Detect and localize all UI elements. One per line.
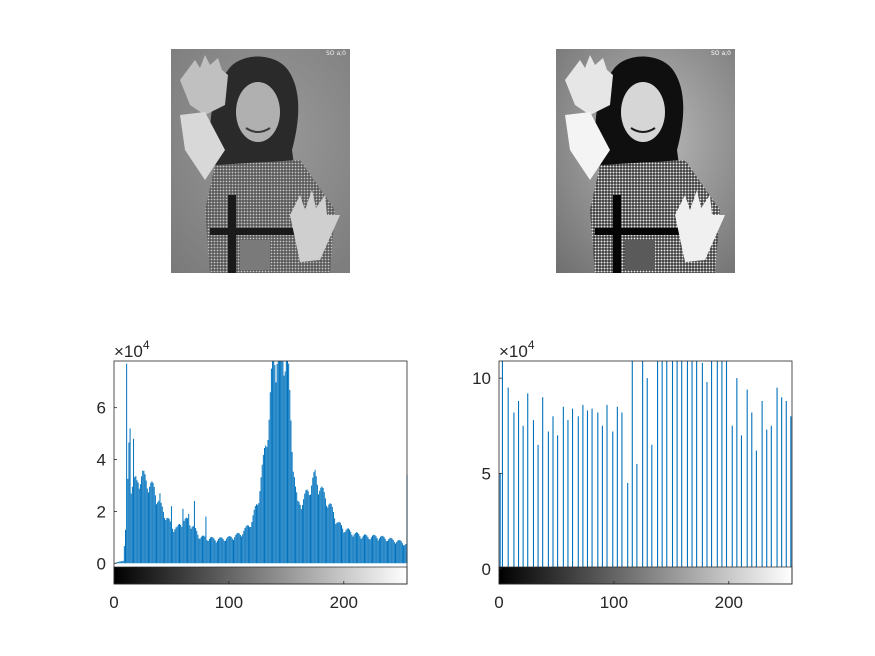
y-tick-label: 2 [97,502,106,521]
y-tick-label: 5 [482,464,491,483]
x-tick-label: 200 [330,593,358,612]
x-tick-label: 200 [715,593,743,612]
bar-series [114,361,408,564]
x-tick-label: 0 [494,593,503,612]
y-tick-label: 0 [482,560,491,579]
grayscale-colorbar [113,566,408,585]
axes-box [113,360,408,585]
exponent-label: ×104 [499,338,535,361]
axes-background [114,361,407,584]
image-stamp: SO a;0 [711,50,731,57]
histogram-equalized: 0 100 200 0 5 10 ×104 [472,338,793,612]
x-tick-label: 100 [600,593,628,612]
original-image: SO a;0 [171,49,350,273]
x-tick-label: 100 [215,593,243,612]
tick-marks: 0 100 200 0 5 10 [472,369,743,612]
equalized-image: SO a;0 [556,49,735,273]
y-tick-label: 0 [97,554,106,573]
grayscale-colorbar [498,566,793,585]
exponent-label: ×104 [114,338,150,361]
tick-marks: 0 100 200 0 2 4 6 [97,399,358,612]
histogram-original: 0 100 200 0 2 4 6 ×104 [97,338,408,612]
axes-box [498,360,793,585]
y-tick-label: 4 [97,451,106,470]
axes-background [499,361,792,584]
bar-series [499,361,792,569]
y-tick-label: 10 [472,369,491,388]
x-tick-label: 0 [109,593,118,612]
image-stamp: SO a;0 [326,50,346,57]
y-tick-label: 6 [97,399,106,418]
